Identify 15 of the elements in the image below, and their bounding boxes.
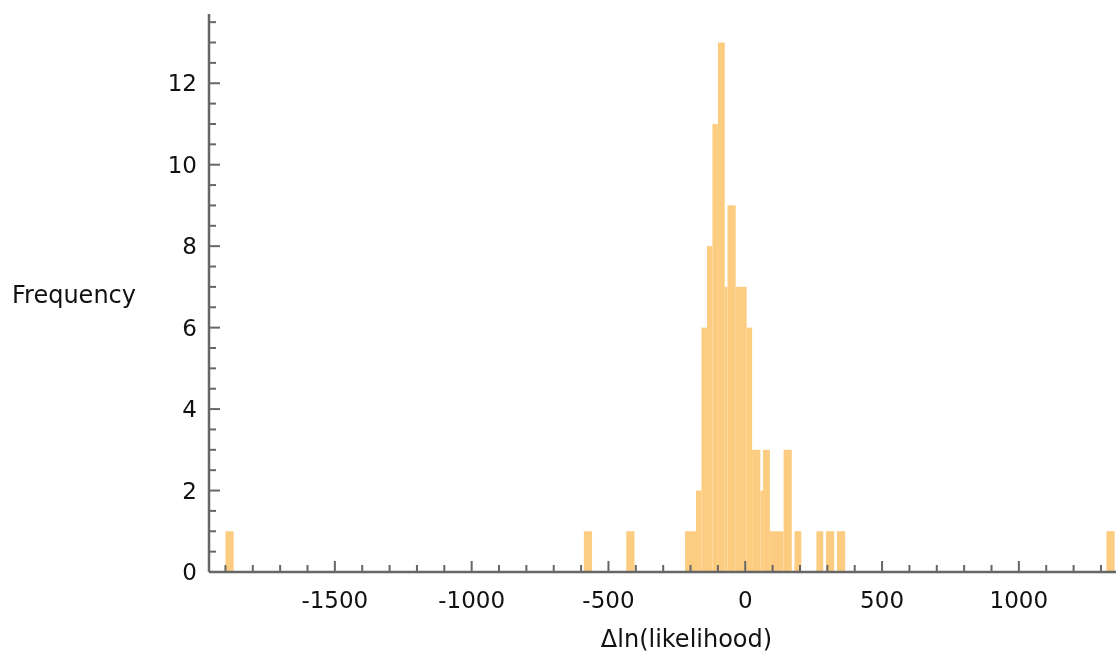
- y-tick-label: 2: [182, 477, 197, 504]
- y-tick-label: 8: [182, 233, 197, 260]
- y-axis-title: Frequency: [12, 281, 136, 310]
- y-tick-label: 10: [167, 151, 197, 178]
- x-tick-label: -1000: [438, 587, 506, 613]
- y-tick-label: 6: [182, 314, 197, 341]
- x-tick-label: -1500: [301, 587, 369, 613]
- x-axis-title: Δln(likelihood): [600, 625, 773, 653]
- y-tick-label: 0: [182, 559, 197, 586]
- x-tick-label: 1000: [989, 587, 1049, 613]
- y-tick-label: 12: [167, 70, 197, 97]
- x-tick-label: 0: [737, 587, 753, 613]
- x-tick-label: -500: [582, 587, 635, 613]
- x-tick-label: 500: [860, 587, 905, 613]
- y-tick-label: 4: [182, 396, 197, 423]
